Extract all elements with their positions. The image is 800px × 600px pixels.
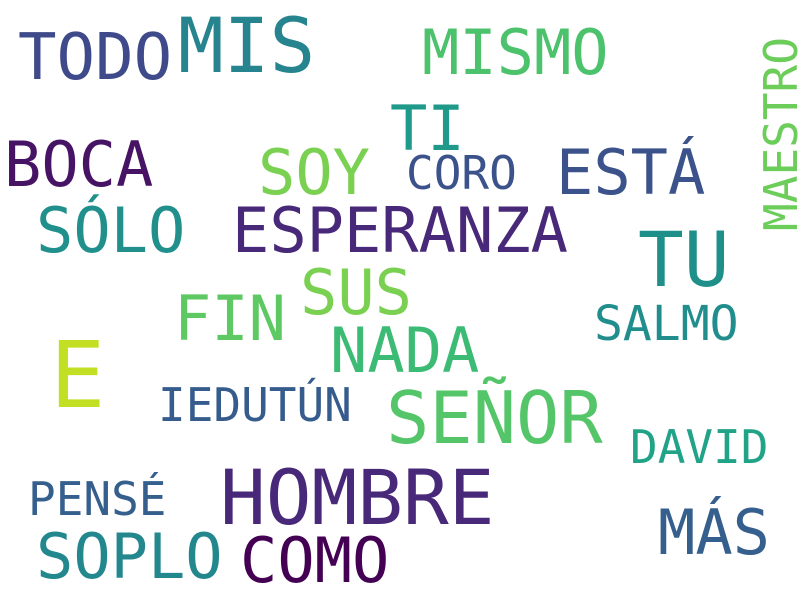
- word-coro: CORO: [406, 146, 517, 200]
- word-fin: FIN: [174, 282, 286, 355]
- word-mismo: MISMO: [422, 16, 609, 89]
- word-hombre: HOMBRE: [220, 453, 495, 542]
- word-salmo: SALMO: [594, 296, 739, 352]
- word-solo: SÓLO: [36, 194, 186, 267]
- word-esta: ESTÁ: [556, 136, 706, 209]
- word-tu: TU: [638, 215, 730, 304]
- word-boca: BOCA: [4, 128, 154, 201]
- word-senor: SEÑOR: [386, 376, 603, 460]
- word-como: COMO: [240, 524, 390, 597]
- word-todo: TODO: [18, 21, 173, 95]
- word-mis: MIS: [178, 1, 316, 90]
- word-soy: SOY: [258, 136, 370, 209]
- word-mas: MÁS: [658, 496, 770, 569]
- word-e: E: [50, 322, 106, 429]
- word-maestro: MAESTRO: [754, 37, 800, 231]
- word-soplo: SOPLO: [36, 520, 223, 593]
- word-ti: TI: [390, 92, 465, 165]
- word-pense: PENSÉ: [28, 472, 167, 526]
- word-iedutun: IEDUTÚN: [158, 378, 352, 432]
- word-nada: NADA: [330, 314, 480, 387]
- word-esperanza: ESPERANZA: [232, 194, 568, 267]
- word-sus: SUS: [300, 256, 412, 329]
- word-david: DAVID: [630, 420, 769, 474]
